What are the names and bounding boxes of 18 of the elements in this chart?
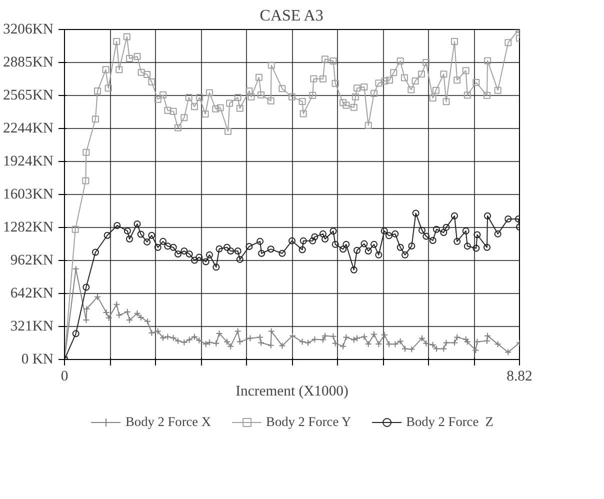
y-tick-label: 3206KN	[3, 22, 54, 38]
y-tick-label: 642KN	[10, 285, 54, 302]
y-tick-label: 962KN	[10, 252, 54, 268]
y-tick-label: 2565KN	[3, 87, 54, 104]
legend-label: Body 2 Force X	[126, 414, 212, 430]
x-tick-label: 8.82	[506, 368, 532, 384]
y-tick-label: 0 KN	[21, 352, 54, 368]
x-axis-title: Increment (X1000)	[236, 384, 348, 400]
legend-label: Body 2 Force Z	[406, 414, 494, 430]
y-tick-label: 2244KN	[3, 120, 54, 137]
legend-label: Body 2 Force Y	[266, 414, 352, 430]
chart-title: CASE A3	[260, 8, 324, 24]
y-tick-label: 1924KN	[3, 153, 54, 170]
y-tick-label: 321KN	[10, 318, 54, 334]
x-tick-label: 0	[60, 368, 68, 384]
y-tick-label: 1282KN	[3, 220, 54, 236]
y-tick-label: 2885KN	[3, 54, 54, 71]
y-tick-label: 1603KN	[3, 186, 54, 202]
